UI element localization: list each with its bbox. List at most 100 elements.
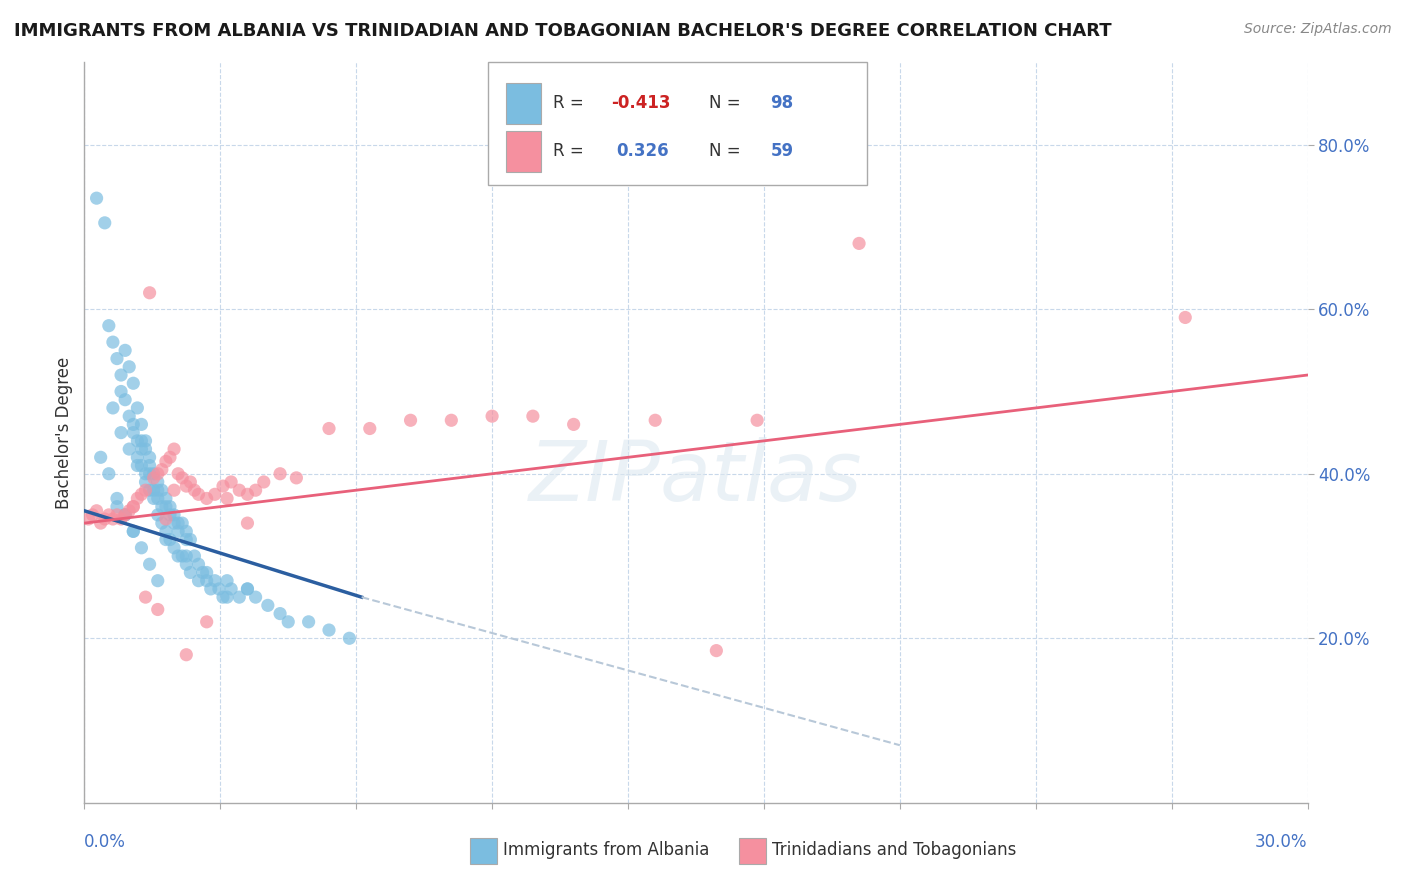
Point bbox=[163, 516, 186, 530]
Point bbox=[159, 533, 181, 547]
Point bbox=[359, 421, 381, 435]
Text: R =: R = bbox=[553, 143, 589, 161]
Point bbox=[142, 467, 165, 481]
Point bbox=[562, 417, 585, 432]
Point bbox=[174, 524, 197, 539]
Point bbox=[110, 368, 132, 382]
Point bbox=[187, 558, 209, 572]
Point bbox=[146, 508, 169, 522]
Point bbox=[179, 533, 201, 547]
Point bbox=[179, 566, 201, 580]
Point bbox=[127, 450, 149, 465]
Point bbox=[191, 566, 214, 580]
Point bbox=[77, 512, 100, 526]
Text: 0.0%: 0.0% bbox=[84, 833, 127, 851]
Point bbox=[122, 500, 145, 514]
Point bbox=[318, 623, 340, 637]
Point bbox=[114, 392, 136, 407]
Point bbox=[122, 500, 145, 514]
Text: N =: N = bbox=[710, 143, 747, 161]
Point bbox=[257, 599, 280, 613]
Point bbox=[127, 434, 149, 448]
Point bbox=[172, 516, 194, 530]
Point bbox=[236, 487, 259, 501]
Point bbox=[146, 483, 169, 498]
Point bbox=[127, 491, 149, 506]
Point bbox=[155, 533, 177, 547]
Point bbox=[187, 487, 209, 501]
Point bbox=[122, 524, 145, 539]
Point bbox=[174, 549, 197, 563]
Point bbox=[236, 582, 259, 596]
Text: 30.0%: 30.0% bbox=[1256, 833, 1308, 851]
Point bbox=[114, 508, 136, 522]
Bar bbox=[506, 131, 541, 171]
Text: 0.326: 0.326 bbox=[616, 143, 669, 161]
Text: 98: 98 bbox=[770, 95, 794, 112]
Point bbox=[159, 450, 181, 465]
Text: N =: N = bbox=[710, 95, 747, 112]
Point bbox=[114, 508, 136, 522]
Point bbox=[174, 533, 197, 547]
Point bbox=[122, 524, 145, 539]
Point bbox=[172, 471, 194, 485]
Point bbox=[155, 524, 177, 539]
Point bbox=[110, 425, 132, 440]
Point bbox=[208, 582, 231, 596]
Point bbox=[155, 500, 177, 514]
Point bbox=[150, 462, 173, 476]
Point bbox=[127, 401, 149, 415]
Point bbox=[97, 508, 120, 522]
Point bbox=[110, 384, 132, 399]
Point bbox=[114, 508, 136, 522]
Point bbox=[195, 491, 218, 506]
Point bbox=[163, 508, 186, 522]
Point bbox=[105, 500, 128, 514]
Point bbox=[219, 582, 242, 596]
Point bbox=[277, 615, 299, 629]
Point bbox=[163, 442, 186, 456]
Point bbox=[440, 413, 463, 427]
Point bbox=[212, 479, 235, 493]
Point bbox=[298, 615, 321, 629]
Point bbox=[163, 483, 186, 498]
Point bbox=[172, 549, 194, 563]
Point bbox=[253, 475, 276, 489]
Point bbox=[138, 450, 160, 465]
Point bbox=[245, 590, 267, 604]
Point bbox=[159, 500, 181, 514]
Point bbox=[93, 216, 115, 230]
Point bbox=[245, 483, 267, 498]
Point bbox=[131, 417, 153, 432]
Point bbox=[131, 434, 153, 448]
Point bbox=[138, 558, 160, 572]
Point bbox=[212, 590, 235, 604]
Point bbox=[174, 479, 197, 493]
Point bbox=[118, 359, 141, 374]
Point bbox=[135, 590, 157, 604]
Point bbox=[174, 648, 197, 662]
Point bbox=[522, 409, 544, 424]
Text: R =: R = bbox=[553, 95, 589, 112]
Bar bbox=[470, 838, 496, 864]
Point bbox=[135, 483, 157, 498]
Point bbox=[146, 467, 169, 481]
Point bbox=[127, 458, 149, 473]
Point bbox=[118, 504, 141, 518]
Point bbox=[706, 643, 728, 657]
Point bbox=[163, 541, 186, 555]
Point bbox=[101, 401, 124, 415]
Point bbox=[204, 574, 226, 588]
Point bbox=[399, 413, 422, 427]
Point bbox=[135, 442, 157, 456]
Point bbox=[167, 549, 190, 563]
Point bbox=[101, 512, 124, 526]
Point bbox=[142, 471, 165, 485]
Point bbox=[105, 491, 128, 506]
Point bbox=[200, 582, 222, 596]
Bar bbox=[738, 838, 766, 864]
Point bbox=[105, 508, 128, 522]
Point bbox=[217, 590, 239, 604]
Point bbox=[195, 574, 218, 588]
Text: ZIPatlas: ZIPatlas bbox=[529, 436, 863, 517]
